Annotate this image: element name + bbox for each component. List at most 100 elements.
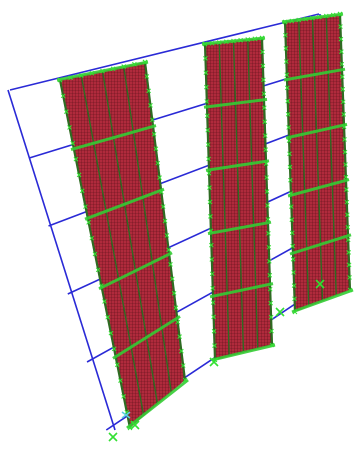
wall-slab-line bbox=[112, 315, 181, 360]
node-marker bbox=[310, 15, 315, 21]
node-marker bbox=[289, 18, 295, 24]
node-marker bbox=[269, 328, 274, 334]
node-marker bbox=[164, 233, 170, 238]
wall-column-line bbox=[232, 40, 245, 353]
node-marker bbox=[78, 73, 84, 78]
node-marker bbox=[142, 59, 148, 65]
node-marker bbox=[157, 175, 162, 180]
wall-column-line bbox=[101, 70, 159, 405]
node-marker bbox=[288, 177, 293, 183]
node-marker bbox=[266, 258, 272, 264]
node-marker bbox=[337, 11, 343, 17]
wall-slab-line bbox=[126, 378, 189, 430]
node-marker bbox=[287, 164, 293, 170]
wall-column-line bbox=[311, 17, 324, 302]
node-marker bbox=[205, 127, 211, 133]
wall-column-line bbox=[218, 42, 230, 357]
node-marker bbox=[288, 191, 294, 196]
node-marker bbox=[204, 113, 210, 119]
node-marker bbox=[231, 38, 236, 44]
node-marker bbox=[151, 131, 157, 137]
node-marker bbox=[79, 188, 85, 194]
node-marker bbox=[102, 299, 107, 304]
node-marker bbox=[209, 242, 214, 248]
node-marker bbox=[92, 251, 98, 257]
node-marker bbox=[344, 187, 349, 192]
node-marker bbox=[86, 220, 91, 225]
wall-slab-line bbox=[70, 124, 157, 152]
node-marker bbox=[264, 189, 270, 194]
node-marker bbox=[108, 330, 114, 336]
node-marker bbox=[266, 231, 271, 236]
support-marker bbox=[315, 279, 325, 289]
node-marker bbox=[290, 256, 296, 262]
wall-mesh bbox=[60, 62, 185, 428]
node-marker bbox=[296, 17, 302, 23]
node-marker bbox=[323, 13, 329, 19]
node-marker bbox=[285, 98, 291, 104]
node-marker bbox=[342, 149, 348, 155]
node-marker bbox=[212, 343, 217, 348]
node-marker bbox=[289, 204, 294, 209]
node-marker bbox=[260, 49, 265, 55]
node-marker bbox=[168, 262, 173, 267]
node-marker bbox=[284, 72, 290, 78]
node-marker bbox=[267, 286, 273, 292]
wall-3 bbox=[281, 12, 354, 314]
node-marker bbox=[265, 217, 271, 222]
node-marker bbox=[224, 39, 229, 45]
node-marker bbox=[159, 189, 164, 195]
node-marker bbox=[209, 257, 215, 262]
node-marker bbox=[208, 214, 213, 219]
node-marker bbox=[171, 290, 177, 296]
node-marker bbox=[261, 77, 266, 83]
node-marker bbox=[208, 228, 214, 234]
node-marker bbox=[127, 425, 133, 431]
node-marker bbox=[149, 117, 155, 123]
node-marker bbox=[100, 68, 105, 74]
node-marker bbox=[83, 204, 88, 209]
node-marker bbox=[266, 244, 272, 250]
node-marker bbox=[57, 77, 63, 83]
node-marker bbox=[175, 319, 181, 325]
wall-slab-line bbox=[84, 187, 165, 221]
node-marker bbox=[121, 64, 127, 69]
node-marker bbox=[210, 285, 216, 291]
node-marker bbox=[345, 237, 351, 243]
wall-slab-line bbox=[287, 178, 350, 198]
node-marker bbox=[169, 276, 175, 282]
end-marker bbox=[121, 411, 131, 419]
node-marker bbox=[206, 170, 212, 176]
node-marker bbox=[166, 247, 171, 253]
wall-slab-line bbox=[207, 220, 272, 236]
node-marker bbox=[339, 49, 344, 54]
node-marker bbox=[211, 328, 217, 334]
node-marker bbox=[343, 174, 349, 180]
node-marker bbox=[118, 378, 123, 383]
node-marker bbox=[338, 36, 344, 42]
node-marker bbox=[290, 243, 296, 249]
node-marker bbox=[110, 66, 116, 72]
wall-slab-line bbox=[289, 233, 352, 256]
wall-slab-line bbox=[98, 251, 173, 291]
node-marker bbox=[342, 137, 347, 142]
node-marker bbox=[203, 56, 208, 61]
node-marker bbox=[339, 61, 345, 67]
node-marker bbox=[73, 156, 79, 162]
wall-slab-line bbox=[283, 67, 346, 82]
support-marker bbox=[275, 307, 285, 317]
node-marker bbox=[114, 362, 120, 368]
node-marker bbox=[285, 111, 291, 117]
node-marker bbox=[264, 175, 269, 180]
node-marker bbox=[204, 84, 209, 90]
wall-column-line bbox=[123, 66, 172, 393]
wall-column-line bbox=[247, 39, 259, 349]
node-marker bbox=[146, 88, 151, 94]
node-marker bbox=[211, 314, 216, 320]
node-marker bbox=[111, 346, 117, 352]
node-marker bbox=[262, 133, 268, 139]
node-marker bbox=[60, 93, 66, 99]
node-marker bbox=[262, 119, 268, 125]
